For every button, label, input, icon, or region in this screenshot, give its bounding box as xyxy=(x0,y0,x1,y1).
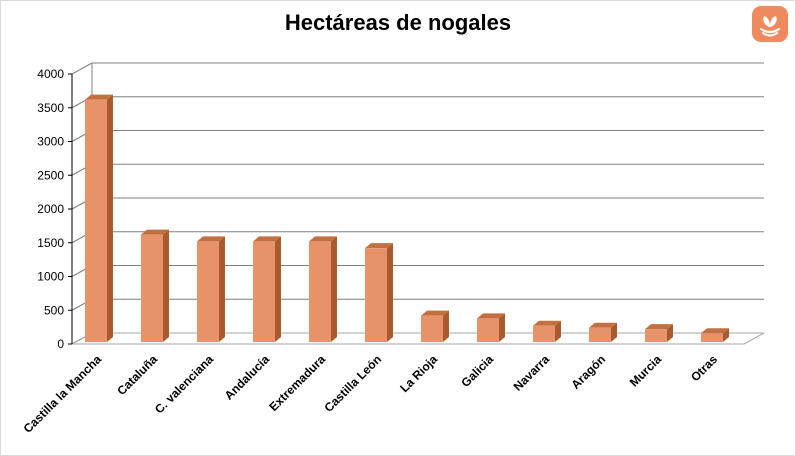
bar-front xyxy=(477,318,499,342)
bar-side xyxy=(219,236,225,342)
bar-front xyxy=(421,315,443,342)
x-tick-label: Cataluña xyxy=(114,352,160,398)
bar-top xyxy=(309,236,337,242)
bar-2 xyxy=(141,229,169,342)
chart-title: Hectáreas de nogales xyxy=(284,10,512,35)
x-tick-label: Castilla la Mancha xyxy=(21,352,105,436)
walnut-logo-icon xyxy=(752,6,788,42)
x-tick-label: Andalucía xyxy=(222,352,273,403)
y-tick-label: 1500 xyxy=(37,236,64,250)
bar-1 xyxy=(85,94,113,343)
bars xyxy=(85,94,729,343)
bar-front xyxy=(701,333,723,342)
x-tick-label: Castilla León xyxy=(321,352,384,415)
gridline-depth xyxy=(71,62,93,75)
y-tick-label: 500 xyxy=(44,303,64,317)
x-tick-label: Galicia xyxy=(458,352,496,390)
bar-front xyxy=(141,234,163,342)
bar-side xyxy=(107,94,113,343)
bar-top xyxy=(645,324,673,330)
bar-9 xyxy=(533,320,561,342)
bar-side xyxy=(723,328,729,342)
bar-top xyxy=(477,313,505,319)
bar-front xyxy=(253,241,275,342)
bar-side xyxy=(555,320,561,342)
bar-side xyxy=(667,324,673,342)
y-tick-label: 2000 xyxy=(37,202,64,216)
bar-top xyxy=(197,236,225,242)
bar-5 xyxy=(309,236,337,342)
bar-front xyxy=(645,329,667,342)
bar-3 xyxy=(197,236,225,342)
bar-10 xyxy=(589,322,617,342)
gridlines xyxy=(71,62,764,345)
bar-6 xyxy=(365,243,393,342)
y-tick-label: 0 xyxy=(57,337,64,351)
bar-side xyxy=(387,243,393,342)
bar-top xyxy=(365,243,393,249)
y-tick-label: 3000 xyxy=(37,135,64,149)
bar-side xyxy=(163,229,169,342)
x-tick-label: Murcia xyxy=(627,352,664,389)
bar-side xyxy=(275,236,281,342)
y-tick-label: 3500 xyxy=(37,101,64,115)
bar-side xyxy=(331,236,337,342)
bar-top xyxy=(701,328,729,334)
bar-front xyxy=(365,248,387,342)
bar-front xyxy=(533,325,555,342)
x-tick-label: Extremadura xyxy=(266,352,328,414)
bar-top xyxy=(533,320,561,326)
bar-front xyxy=(197,241,219,342)
bar-11 xyxy=(645,324,673,342)
bar-top xyxy=(589,322,617,328)
bar-side xyxy=(499,313,505,342)
x-tick-label: Navarra xyxy=(511,352,553,394)
x-tick-label: La Rioja xyxy=(397,352,440,395)
x-tick-label: Aragón xyxy=(569,352,609,392)
bar-7 xyxy=(421,310,449,342)
bar-top xyxy=(85,94,113,100)
bar-side xyxy=(611,322,617,342)
axes xyxy=(68,73,765,345)
bar-top xyxy=(141,229,169,235)
bar-12 xyxy=(701,328,729,342)
y-tick-label: 4000 xyxy=(37,67,64,81)
bar-front xyxy=(309,241,331,342)
x-tick-label: C. valenciana xyxy=(152,352,216,416)
y-tick-label: 2500 xyxy=(37,168,64,182)
bar-8 xyxy=(477,313,505,342)
x-tick-label: Otras xyxy=(688,352,720,384)
y-tick-labels: 0 500 1000 1500 2000 2500 3000 3500 4000 xyxy=(37,67,64,351)
y-tick-label: 1000 xyxy=(37,270,64,284)
bar-top xyxy=(421,310,449,316)
bar-side xyxy=(443,310,449,342)
bar-top xyxy=(253,236,281,242)
bar-front xyxy=(85,99,107,343)
bar-4 xyxy=(253,236,281,342)
bar-front xyxy=(589,327,611,342)
